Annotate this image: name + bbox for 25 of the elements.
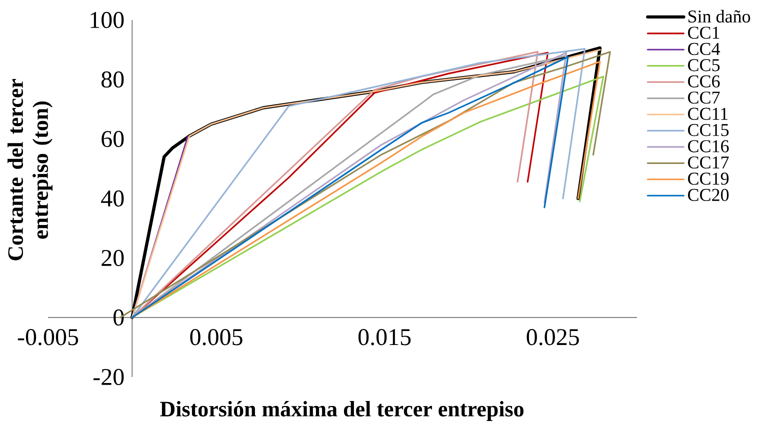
- legend-label: CC19: [688, 172, 729, 185]
- legend-label: CC1: [688, 26, 720, 39]
- legend-label: CC20: [688, 188, 729, 202]
- legend-label: CC6: [688, 75, 720, 88]
- x-tick-label: 0.025: [526, 329, 579, 346]
- x-tick-label: -0.005: [18, 329, 78, 346]
- legend-label: CC4: [688, 42, 720, 56]
- y-tick-label: 0: [114, 309, 124, 326]
- legend-label: CC5: [688, 59, 720, 72]
- y-tick-label: 80: [102, 71, 124, 88]
- x-tick-label: 0.015: [358, 329, 411, 346]
- y-axis-title: Cortante del tercer entrepiso (ton): [8, 79, 52, 260]
- legend-label: CC17: [688, 156, 729, 169]
- legend-label: CC16: [688, 140, 729, 152]
- x-tick-label: 0.005: [190, 329, 242, 346]
- legend-label: CC11: [688, 108, 728, 120]
- y-tick-label: 20: [102, 250, 124, 266]
- legend-label: CC15: [688, 124, 729, 136]
- legend-label: CC7: [688, 92, 720, 104]
- x-axis-title: Distorsión máxima del tercer entrepiso: [160, 400, 524, 421]
- y-tick-label: -20: [94, 368, 124, 386]
- y-tick-label: 40: [101, 190, 124, 207]
- y-tick-label: 100: [90, 12, 124, 28]
- legend-label: Sin daño: [688, 10, 750, 23]
- y-tick-label: 60: [102, 130, 124, 148]
